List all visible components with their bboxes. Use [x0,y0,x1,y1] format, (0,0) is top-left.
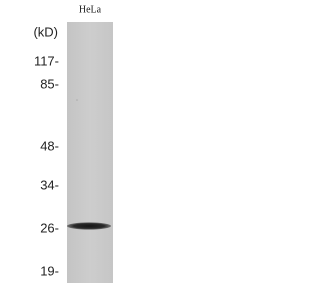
marker-label: 26- [40,220,59,235]
lane-label: HeLa [79,4,102,15]
marker-label: 19- [40,263,59,278]
lane [67,22,113,283]
marker-label: 85- [40,76,59,91]
speck [76,99,78,101]
unit-label: (kD) [33,24,58,39]
marker-label: 48- [40,138,59,153]
marker-label: 117- [34,53,59,68]
protein-band [67,222,111,230]
blot-figure: HeLa (kD) 117- 85- 48- 34- 26- 19- [33,4,113,283]
marker-label: 34- [40,177,59,192]
